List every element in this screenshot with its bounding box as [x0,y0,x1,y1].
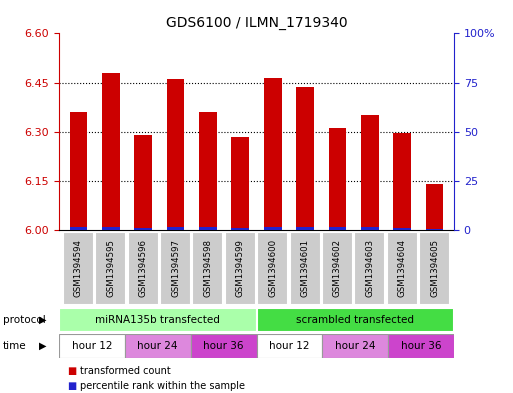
Bar [102,73,120,230]
Text: GSM1394598: GSM1394598 [204,239,212,297]
Bar [102,227,120,230]
Title: GDS6100 / ILMN_1719340: GDS6100 / ILMN_1719340 [166,16,347,29]
Text: scrambled transfected: scrambled transfected [296,315,415,325]
Text: GSM1394599: GSM1394599 [236,239,245,297]
Bar [361,227,379,230]
Bar [264,77,282,230]
Bar [63,232,94,305]
Text: hour 12: hour 12 [269,341,310,351]
Bar [125,334,191,358]
Text: GSM1394594: GSM1394594 [74,239,83,297]
Text: transformed count: transformed count [80,366,170,376]
Bar [426,229,443,230]
Bar [256,334,322,358]
Text: hour 24: hour 24 [335,341,376,351]
Text: ■: ■ [67,366,76,376]
Text: GSM1394603: GSM1394603 [365,239,374,297]
Bar [296,227,314,230]
Bar [388,334,454,358]
Bar [322,232,353,305]
Bar [257,232,288,305]
Bar [393,228,411,230]
Bar [59,334,125,358]
Bar [264,227,282,230]
Text: time: time [3,341,26,351]
Bar [134,228,152,230]
Bar [231,228,249,230]
Text: GSM1394601: GSM1394601 [301,239,309,297]
Bar [191,334,256,358]
Text: hour 12: hour 12 [72,341,112,351]
Bar [59,308,256,332]
Text: hour 36: hour 36 [401,341,441,351]
Text: hour 24: hour 24 [137,341,178,351]
Bar [128,232,159,305]
Text: GSM1394597: GSM1394597 [171,239,180,297]
Text: GSM1394600: GSM1394600 [268,239,277,297]
Text: protocol: protocol [3,315,45,325]
Bar [387,232,418,305]
Text: GSM1394595: GSM1394595 [106,239,115,297]
Bar [167,79,185,230]
Bar [199,227,217,230]
Text: ▶: ▶ [39,315,46,325]
Bar [134,135,152,230]
Bar [289,232,321,305]
Text: GSM1394604: GSM1394604 [398,239,407,297]
Bar [361,115,379,230]
Bar [70,227,87,230]
Bar [160,232,191,305]
Bar [393,133,411,230]
Bar [225,232,256,305]
Bar [167,227,185,230]
Bar [419,232,450,305]
Bar [192,232,224,305]
Bar [328,129,346,230]
Text: GSM1394596: GSM1394596 [139,239,148,297]
Text: percentile rank within the sample: percentile rank within the sample [80,381,245,391]
Bar [354,232,385,305]
Bar [70,112,87,230]
Text: GSM1394602: GSM1394602 [333,239,342,297]
Bar [231,136,249,230]
Text: hour 36: hour 36 [203,341,244,351]
Bar [296,87,314,230]
Text: ▶: ▶ [39,341,46,351]
Text: ■: ■ [67,381,76,391]
Bar [256,308,454,332]
Text: GSM1394605: GSM1394605 [430,239,439,297]
Bar [426,184,443,230]
Bar [322,334,388,358]
Bar [95,232,126,305]
Bar [199,112,217,230]
Text: miRNA135b transfected: miRNA135b transfected [95,315,220,325]
Bar [328,227,346,230]
